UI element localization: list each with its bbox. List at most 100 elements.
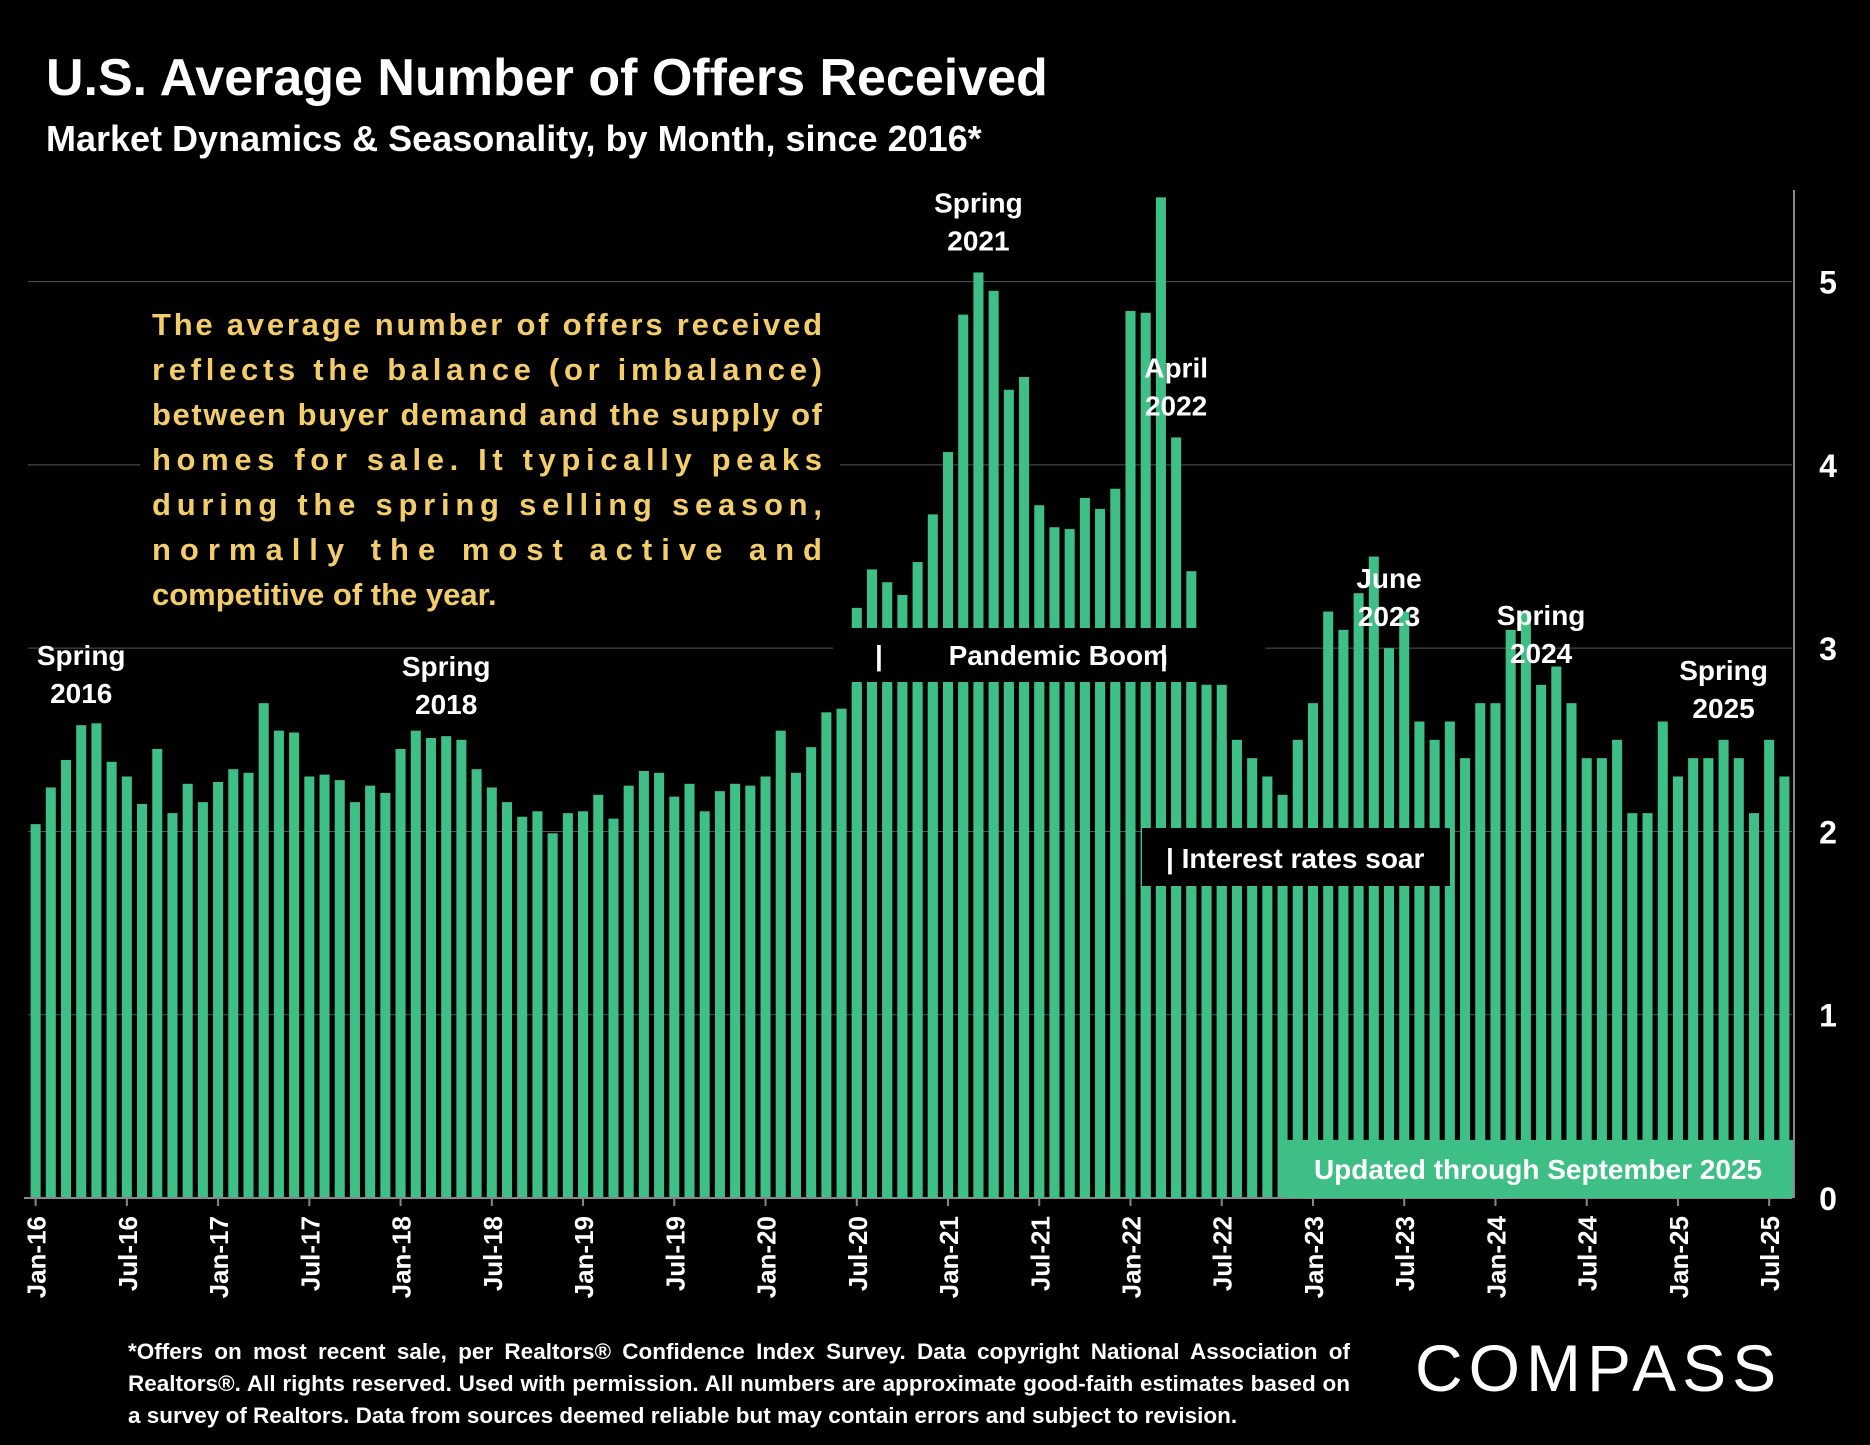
- bar: [167, 813, 178, 1198]
- compass-logo: COMPASS: [1415, 1331, 1783, 1405]
- interest-rates-label: | Interest rates soar: [1166, 843, 1425, 874]
- bar: [60, 759, 72, 1198]
- description-box: [140, 290, 840, 580]
- bar: [1444, 721, 1455, 1198]
- bar: [562, 813, 573, 1198]
- x-tick-label: Jul-21: [1025, 1216, 1055, 1291]
- x-tick-label: Jul-22: [1208, 1216, 1238, 1291]
- description-text: during the spring selling season,: [152, 487, 822, 522]
- annotation-june-2023: June: [1356, 563, 1421, 594]
- x-tick-label: Jul-16: [113, 1216, 143, 1291]
- bar: [547, 833, 558, 1198]
- boom-base-bar: [1171, 684, 1182, 1198]
- bar: [121, 776, 132, 1198]
- annotation-spring-2018: Spring: [402, 651, 491, 682]
- bar: [1718, 739, 1729, 1198]
- bar: [1231, 739, 1242, 1198]
- pandemic-boom-bar-right: |: [1160, 640, 1168, 671]
- bar: [1536, 684, 1547, 1198]
- x-tick-label: Jan-22: [1117, 1216, 1147, 1298]
- y-tick-label: 1: [1819, 998, 1837, 1034]
- bar: [1307, 703, 1319, 1198]
- bar: [304, 776, 315, 1198]
- pandemic-boom-bar-left: |: [875, 640, 883, 671]
- bar: [441, 736, 452, 1198]
- x-tick-label: Jan-20: [752, 1216, 782, 1298]
- x-tick-label: Jul-24: [1573, 1215, 1603, 1291]
- bar: [1672, 776, 1683, 1198]
- bar: [30, 824, 41, 1198]
- bar: [1779, 776, 1790, 1198]
- bar: [1642, 813, 1653, 1198]
- bar: [365, 785, 376, 1198]
- boom-base-bar: [1003, 684, 1014, 1198]
- bar: [623, 785, 634, 1198]
- x-tick-label: Jan-21: [934, 1216, 964, 1298]
- bar: [228, 769, 239, 1198]
- boom-base-bar: [1034, 684, 1045, 1198]
- bar: [349, 802, 360, 1198]
- boom-base-bar: [1201, 684, 1212, 1198]
- bar: [532, 811, 543, 1198]
- boom-base-bar: [1049, 684, 1060, 1198]
- bar: [258, 703, 269, 1198]
- bar: [517, 816, 528, 1198]
- boom-base-bar: [851, 684, 862, 1198]
- bar: [1292, 739, 1303, 1198]
- pandemic-boom-label: Pandemic Boom: [949, 640, 1168, 671]
- bar: [1764, 739, 1775, 1198]
- boom-base-bar: [1079, 684, 1090, 1198]
- boom-base-bar: [1095, 684, 1106, 1198]
- bar: [243, 772, 254, 1198]
- x-tick-label: Jul-18: [478, 1216, 508, 1291]
- bar: [1475, 703, 1486, 1198]
- bar: [380, 792, 391, 1198]
- y-tick-label: 4: [1819, 448, 1837, 484]
- bar: [775, 730, 786, 1198]
- bar: [790, 772, 801, 1198]
- bar: [1399, 611, 1410, 1198]
- bar: [1460, 758, 1471, 1198]
- bar: [334, 780, 345, 1198]
- bar: [1551, 666, 1562, 1198]
- bar: [91, 723, 102, 1198]
- bar: [654, 772, 665, 1198]
- boom-base-bar: [1186, 684, 1197, 1198]
- bar: [1520, 611, 1531, 1198]
- boom-base-bar: [1110, 684, 1121, 1198]
- boom-base-bar: [958, 684, 969, 1198]
- x-tick-label: Jan-25: [1664, 1216, 1694, 1298]
- bar: [501, 802, 513, 1198]
- bar: [836, 708, 847, 1198]
- bar: [1596, 758, 1607, 1198]
- bar: [608, 818, 619, 1198]
- pandemic-boom-box: [833, 628, 1266, 682]
- bar: [821, 712, 832, 1198]
- chart-title: U.S. Average Number of Offers Received: [46, 49, 1048, 107]
- bar: [1353, 593, 1364, 1198]
- boom-base-bar: [942, 684, 954, 1198]
- annotation-spring-2025: 2025: [1692, 693, 1754, 724]
- annotation-spring-2018: 2018: [415, 689, 477, 720]
- bar: [1490, 703, 1501, 1198]
- interest-rates-box: [1142, 828, 1450, 886]
- annotation-spring-2025: Spring: [1679, 655, 1768, 686]
- x-tick-label: Jan-24: [1481, 1215, 1511, 1298]
- x-tick-label: Jan-19: [569, 1216, 599, 1298]
- bar: [45, 787, 56, 1198]
- bar: [1703, 758, 1714, 1198]
- bar: [806, 747, 817, 1198]
- description-text: between buyer demand and the supply of: [152, 397, 823, 432]
- updated-label: Updated through September 2025: [1314, 1154, 1762, 1185]
- bar: [289, 732, 300, 1198]
- bar: [1414, 721, 1425, 1198]
- boom-base-bar: [1064, 684, 1075, 1198]
- description-text: The average number of offers received: [152, 307, 822, 342]
- bar: [1581, 758, 1592, 1198]
- boom-base-bar: [1216, 684, 1227, 1198]
- boom-base-bar: [866, 684, 878, 1198]
- boom-base-bar: [897, 684, 908, 1198]
- x-tick-label: Jul-17: [295, 1216, 325, 1291]
- boom-base-bar: [1125, 684, 1136, 1198]
- bar: [197, 802, 208, 1198]
